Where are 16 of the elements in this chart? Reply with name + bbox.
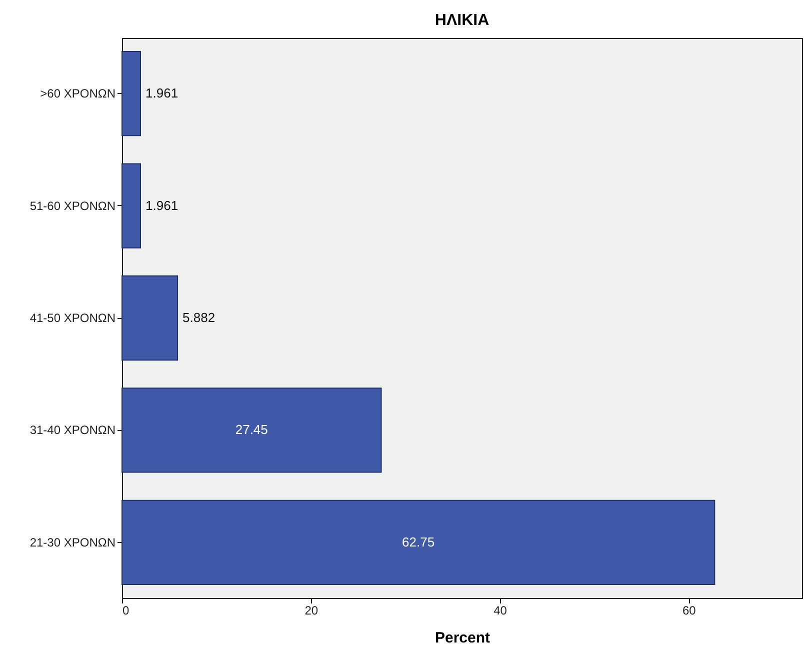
chart-title: ΗΛΙΚΙΑ <box>434 12 490 29</box>
data-label: 5.882 <box>182 310 216 325</box>
data-label: 1.961 <box>146 86 178 101</box>
x-tick-label: 40 <box>494 604 508 618</box>
y-tick-label: 31-40 ΧΡΟΝΩΝ <box>30 423 116 438</box>
x-tick-label: 0 <box>122 604 130 618</box>
data-label: 62.75 <box>402 534 435 550</box>
data-label: 1.961 <box>146 198 178 213</box>
y-tick-label: 21-30 ΧΡΟΝΩΝ <box>30 535 116 550</box>
data-label: 27.45 <box>235 422 268 438</box>
x-axis-title: Percent <box>434 630 490 646</box>
y-tick-label: >60 ΧΡΟΝΩΝ <box>40 86 116 101</box>
x-tick-label: 20 <box>304 604 318 618</box>
y-tick-label: 51-60 ΧΡΟΝΩΝ <box>30 198 116 213</box>
y-tick-label: 41-50 ΧΡΟΝΩΝ <box>30 311 116 325</box>
x-tick-label: 60 <box>682 604 696 618</box>
